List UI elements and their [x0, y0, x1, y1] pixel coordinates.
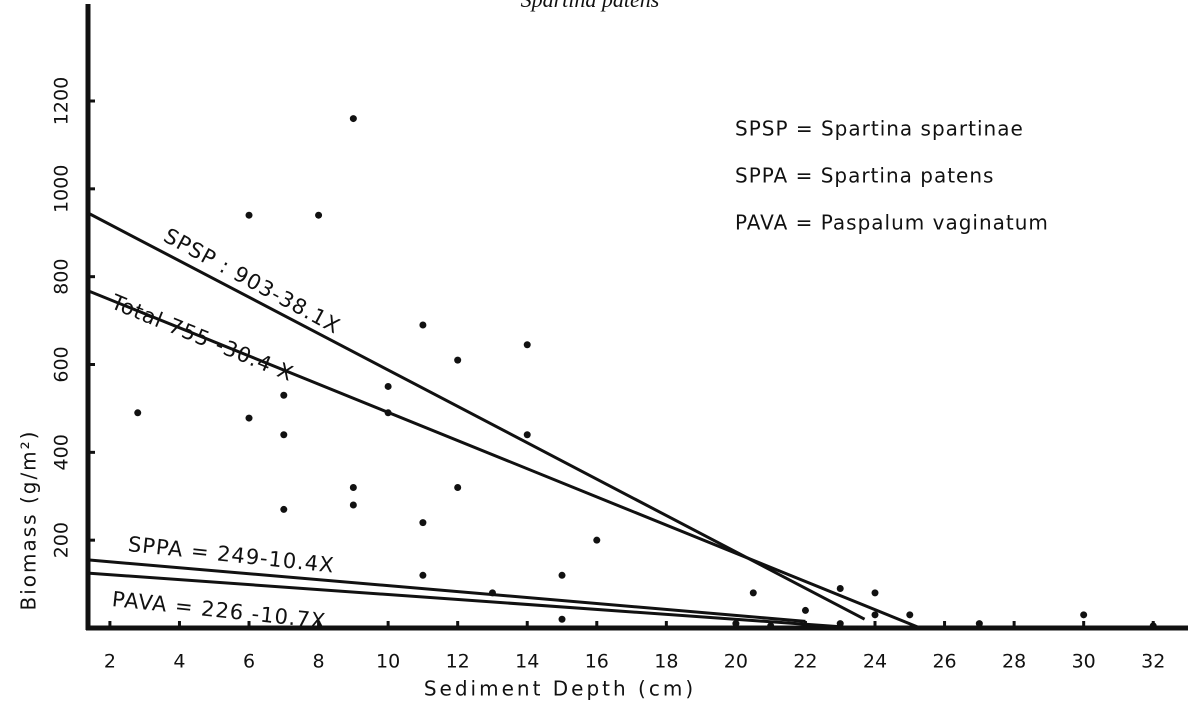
point: [349, 115, 357, 123]
legend-text: PAVA = Paspalum vaginatum: [735, 211, 1049, 235]
point: [419, 571, 427, 579]
regression-line: [87, 289, 921, 630]
point: [871, 589, 879, 597]
point: [315, 211, 323, 219]
chart-title: Spartina patens: [521, 0, 660, 12]
y-tick-label: 600: [51, 346, 73, 382]
point: [349, 483, 357, 491]
point: [801, 606, 809, 614]
point: [384, 382, 392, 390]
x-tick-label: 22: [793, 651, 817, 673]
regression-line: [87, 558, 806, 623]
point: [523, 431, 531, 439]
y-tick-label: 1200: [51, 77, 73, 125]
point: [245, 211, 253, 219]
y-tick-label: 1000: [51, 165, 73, 213]
y-tick-label: 800: [51, 259, 73, 295]
point: [280, 505, 288, 513]
x-tick-label: 28: [1002, 651, 1026, 673]
x-tick-label: 12: [446, 651, 470, 673]
point: [1149, 622, 1157, 630]
point: [134, 409, 142, 417]
point: [280, 431, 288, 439]
x-tick-label: 26: [932, 651, 956, 673]
x-tick-label: 16: [585, 651, 609, 673]
y-tick-label: 200: [51, 522, 73, 558]
point: [419, 321, 427, 329]
point: [558, 571, 566, 579]
y-tick-label: 400: [51, 434, 73, 470]
x-tick-label: 2: [104, 651, 116, 673]
point: [836, 584, 844, 592]
x-tick-label: 4: [173, 651, 185, 673]
point: [558, 615, 566, 623]
x-tick-label: 8: [313, 651, 325, 673]
x-tick-label: 20: [724, 651, 748, 673]
point: [454, 483, 462, 491]
regression-line: [87, 571, 858, 630]
x-tick-label: 14: [515, 651, 539, 673]
point: [749, 589, 757, 597]
legend-text: SPSP = Spartina spartinae: [735, 117, 1024, 141]
point: [488, 589, 496, 597]
x-tick-label: 10: [376, 651, 400, 673]
x-tick-label: 24: [863, 651, 887, 673]
x-tick-label: 30: [1072, 651, 1096, 673]
point: [1080, 611, 1088, 619]
point: [593, 536, 601, 544]
point: [906, 611, 914, 619]
point: [454, 356, 462, 364]
point: [280, 391, 288, 399]
point: [871, 611, 879, 619]
legend-text: SPPA = Spartina patens: [735, 164, 994, 188]
x-tick-label: 32: [1141, 651, 1165, 673]
x-axis-label: Sediment Depth (cm): [424, 677, 696, 701]
x-tick-label: 18: [654, 651, 678, 673]
point: [732, 620, 740, 628]
y-axis-label: Biomass (g/m²): [17, 430, 41, 611]
point: [767, 622, 775, 630]
point: [349, 501, 357, 509]
point: [384, 409, 392, 417]
point: [523, 341, 531, 349]
point: [975, 620, 983, 628]
x-tick-label: 6: [243, 651, 255, 673]
point: [419, 519, 427, 527]
point: [245, 414, 253, 422]
point: [836, 620, 844, 628]
